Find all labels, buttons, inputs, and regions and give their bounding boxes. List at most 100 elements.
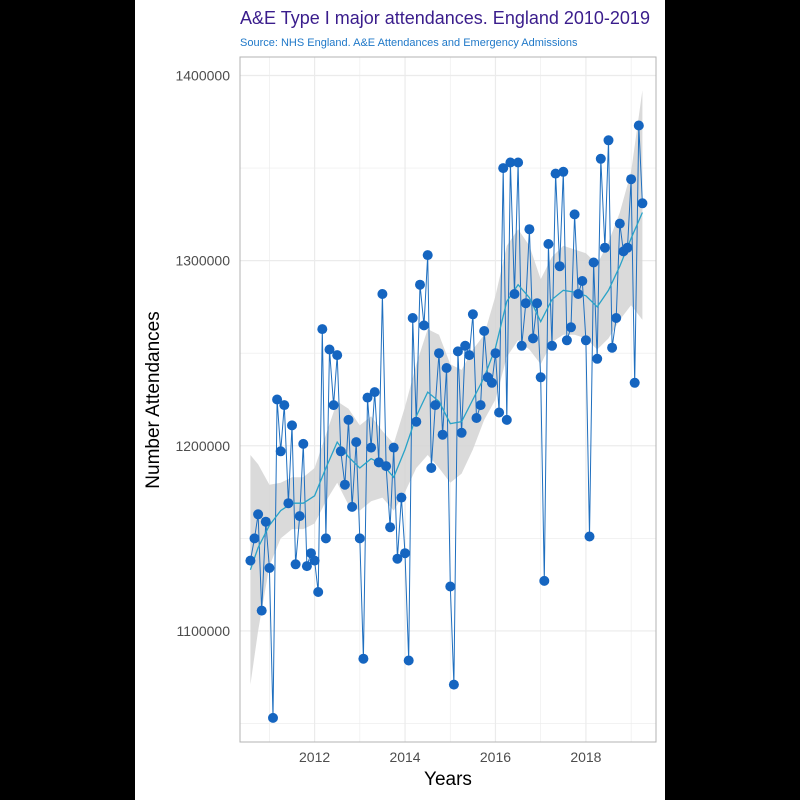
- data-point: [614, 218, 625, 229]
- data-point: [422, 250, 433, 261]
- data-point: [629, 377, 640, 388]
- data-point: [520, 298, 531, 309]
- data-point: [622, 242, 633, 253]
- data-point: [294, 511, 305, 522]
- data-point: [388, 442, 399, 453]
- y-tick-label: 1100000: [177, 623, 231, 639]
- data-point: [434, 348, 444, 359]
- data-point: [475, 400, 486, 411]
- data-point: [320, 533, 331, 544]
- data-point: [275, 446, 286, 457]
- data-point: [279, 400, 290, 411]
- data-point: [464, 350, 475, 361]
- data-point: [301, 561, 312, 572]
- y-tick-label: 1200000: [175, 438, 230, 454]
- data-point: [324, 344, 335, 355]
- data-point: [611, 313, 622, 323]
- data-point: [486, 377, 497, 388]
- y-tick-layer: 1100000 1200000 1300000 1400000: [175, 68, 230, 639]
- data-point: [400, 548, 410, 559]
- data-point: [332, 350, 343, 361]
- data-point: [599, 242, 610, 253]
- data-point: [539, 575, 550, 586]
- data-point: [588, 257, 599, 268]
- data-point: [328, 400, 339, 411]
- data-point: [494, 407, 505, 418]
- data-point: [377, 289, 388, 299]
- data-point: [528, 333, 538, 344]
- data-point: [419, 320, 429, 331]
- data-point: [547, 340, 557, 351]
- data-point: [287, 420, 297, 431]
- data-point: [554, 261, 565, 272]
- data-point: [498, 163, 509, 174]
- y-tick-label: 1300000: [175, 253, 230, 269]
- data-point: [561, 335, 572, 346]
- data-point: [351, 437, 362, 448]
- data-point: [411, 416, 422, 427]
- data-point: [392, 553, 403, 564]
- data-point: [532, 298, 543, 309]
- data-point: [550, 168, 561, 179]
- data-point: [264, 563, 275, 573]
- y-tick-label: 1400000: [175, 68, 230, 84]
- data-point: [479, 326, 490, 336]
- confidence-ribbon: [250, 90, 643, 685]
- data-point: [366, 442, 377, 453]
- x-axis-label: Years: [424, 769, 472, 790]
- data-point: [637, 198, 648, 209]
- data-point: [403, 655, 414, 666]
- data-point: [268, 712, 278, 723]
- plot-panel: [135, 0, 665, 800]
- data-point: [592, 353, 603, 364]
- data-point: [524, 224, 535, 235]
- data-point: [595, 153, 606, 164]
- data-point: [448, 679, 459, 690]
- data-point: [369, 387, 380, 398]
- data-point: [584, 531, 595, 542]
- data-point: [396, 492, 407, 503]
- data-point: [245, 555, 256, 566]
- data-point: [467, 309, 478, 320]
- chart-title: A&E Type I major attendances. England 20…: [240, 8, 650, 28]
- data-point: [460, 340, 471, 351]
- data-point: [441, 363, 452, 373]
- data-point-layer: [245, 120, 648, 723]
- data-point: [558, 166, 569, 177]
- data-point: [430, 400, 441, 411]
- data-point: [516, 340, 527, 351]
- data-point: [347, 501, 358, 512]
- data-point: [452, 346, 463, 357]
- data-point: [260, 516, 271, 527]
- panel-border: [239, 56, 657, 743]
- data-point: [580, 335, 591, 346]
- data-point: [253, 509, 264, 520]
- data-point: [298, 438, 309, 449]
- data-point: [513, 157, 524, 168]
- chart-subtitle: Source: NHS England. A&E Attendances and…: [240, 37, 578, 49]
- data-point: [471, 413, 482, 423]
- data-point: [256, 605, 267, 616]
- x-tick-label: 2018: [570, 749, 601, 765]
- data-point: [456, 427, 467, 438]
- data-point: [358, 653, 369, 664]
- data-point: [577, 276, 588, 286]
- data-point: [543, 239, 554, 249]
- data-point: [573, 289, 584, 299]
- data-point: [362, 392, 373, 403]
- data-point: [490, 348, 501, 359]
- data-point: [633, 120, 644, 131]
- data-point: [306, 548, 316, 559]
- x-tick-label: 2014: [389, 749, 420, 765]
- data-point: [407, 313, 418, 323]
- data-point: [603, 135, 614, 146]
- x-tick-label: 2016: [480, 749, 511, 765]
- data-point: [505, 157, 516, 168]
- data-point: [290, 559, 301, 570]
- data-point: [569, 209, 580, 220]
- y-axis-label: Number Attendances: [143, 311, 164, 488]
- data-point: [535, 372, 546, 383]
- data-point: [385, 522, 396, 533]
